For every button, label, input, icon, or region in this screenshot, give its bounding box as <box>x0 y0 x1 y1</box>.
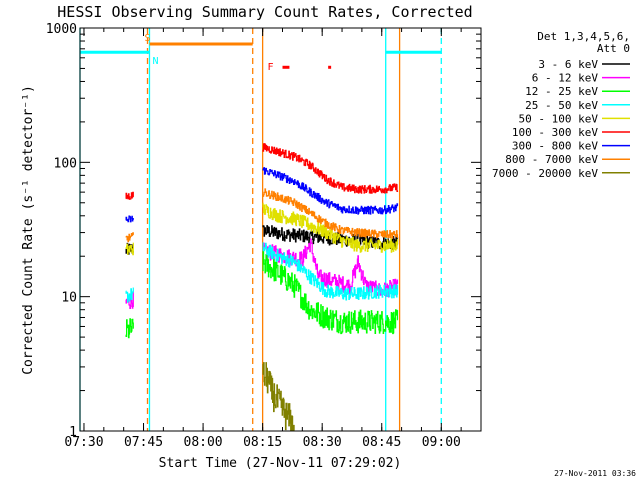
series-8 <box>262 362 295 431</box>
legend-label-8: 7000 - 20000 keV <box>492 167 598 180</box>
plot-area: N S F <box>79 28 442 431</box>
y-axis: 1 10 100 1000 <box>46 22 481 440</box>
y-tick-label-3: 1000 <box>46 22 77 37</box>
series-7-segment-0 <box>125 232 134 243</box>
status-bar-label-2: S <box>145 33 151 44</box>
series-2-segment-0 <box>125 318 134 339</box>
series-6 <box>125 167 399 223</box>
series-5 <box>125 143 399 200</box>
series-5-segment-1 <box>262 143 399 194</box>
x-axis-label: Start Time (27-Nov-11 07:29:02) <box>159 456 402 471</box>
plot-frame <box>79 27 482 432</box>
series-3-segment-0 <box>125 287 134 303</box>
series-7-segment-1 <box>262 188 399 239</box>
y-tick-label-0: 1 <box>69 425 77 440</box>
legend-label-1: 6 - 12 keV <box>532 72 599 85</box>
x-tick-label-2: 08:00 <box>184 435 223 450</box>
series-7 <box>125 188 399 243</box>
series-2-segment-1 <box>262 250 399 335</box>
flare-label: F <box>268 62 274 73</box>
series-4-segment-0 <box>125 242 134 256</box>
series-2 <box>125 250 399 339</box>
legend-label-5: 100 - 300 keV <box>512 126 598 139</box>
y-tick-label-2: 100 <box>54 156 77 171</box>
legend-label-6: 300 - 800 keV <box>512 140 598 153</box>
legend-title-line-1: Att 0 <box>597 42 630 55</box>
status-bar-label-0: N <box>152 56 158 67</box>
legend-label-3: 25 - 50 keV <box>525 99 598 112</box>
x-tick-label-6: 09:00 <box>422 435 461 450</box>
x-tick-label-0: 07:30 <box>64 435 103 450</box>
series-6-segment-1 <box>262 167 399 215</box>
x-tick-label-4: 08:30 <box>303 435 342 450</box>
y-axis-label: Corrected Count Rate (s⁻¹ detector⁻¹) <box>21 85 36 375</box>
x-tick-label-5: 08:45 <box>362 435 401 450</box>
legend-label-0: 3 - 6 keV <box>538 58 598 71</box>
y-tick-label-1: 10 <box>61 291 77 306</box>
legend-title-line-0: Det 1,3,4,5,6, <box>537 30 630 43</box>
legend-label-7: 800 - 7000 keV <box>505 153 598 166</box>
x-tick-label-3: 08:15 <box>243 435 282 450</box>
footer-timestamp: 27-Nov-2011 03:36 <box>554 469 636 478</box>
legend-label-4: 50 - 100 keV <box>519 112 599 125</box>
series-3-segment-1 <box>262 242 399 301</box>
series-5-segment-0 <box>125 191 134 200</box>
chart-title: HESSI Observing Summary Count Rates, Cor… <box>57 3 472 21</box>
series-8-segment-0 <box>262 362 295 431</box>
series-6-segment-0 <box>125 215 134 223</box>
series-3 <box>125 242 399 303</box>
legend-label-2: 12 - 25 keV <box>525 85 598 98</box>
x-axis: 07:30 07:45 08:00 08:15 08:30 08:45 09:00 <box>64 28 462 450</box>
x-tick-label-1: 07:45 <box>124 435 163 450</box>
